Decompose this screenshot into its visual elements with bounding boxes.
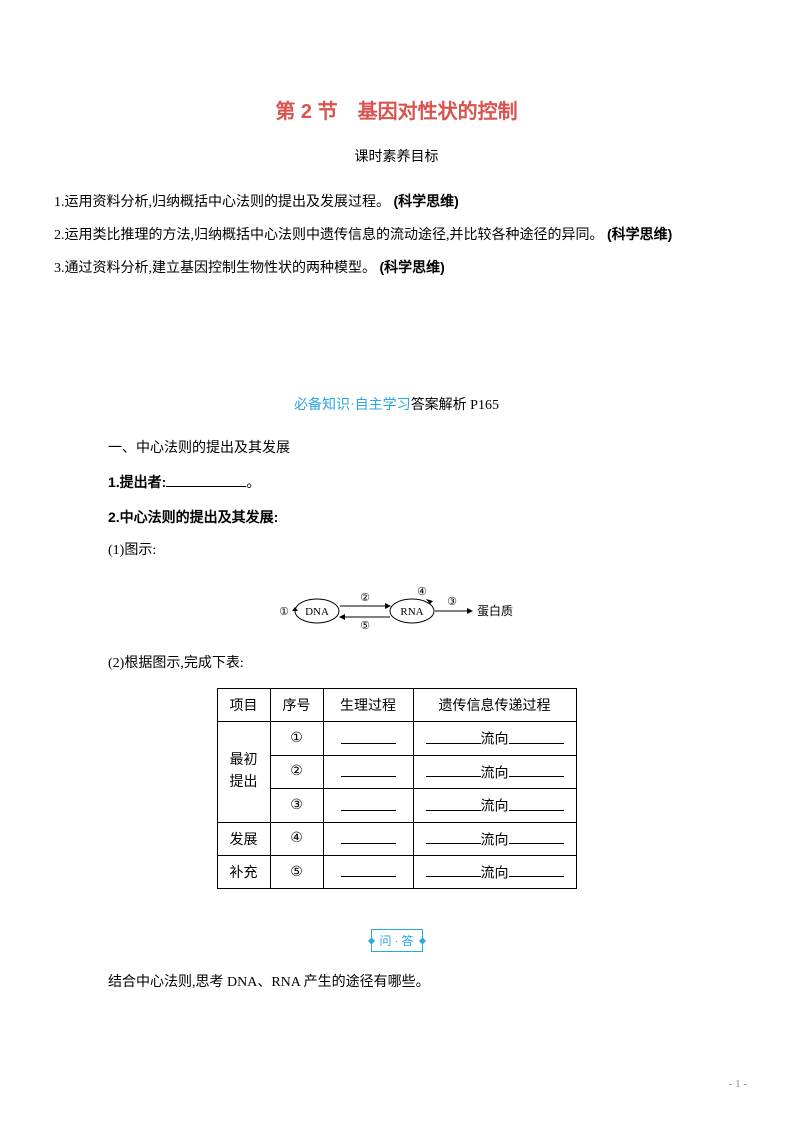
td-num: ③ bbox=[270, 789, 323, 822]
page-number: - 1 - bbox=[729, 1078, 747, 1090]
svg-text:①: ① bbox=[279, 606, 289, 618]
svg-text:③: ③ bbox=[447, 596, 457, 608]
line3: (1)图示: bbox=[108, 534, 739, 568]
td-flow: 流向 bbox=[413, 755, 576, 788]
td-process bbox=[323, 855, 413, 888]
blank-fill bbox=[426, 728, 481, 743]
line2: 2.中心法则的提出及其发展: bbox=[108, 501, 739, 535]
section-label-blue: 必备知识·自主学习 bbox=[294, 398, 411, 413]
flow-word: 流向 bbox=[481, 833, 509, 848]
table-wrap: 项目 序号 生理过程 遗传信息传递过程 最初提出 ① 流向 ② 流向 ③ 流向 … bbox=[54, 688, 739, 889]
table-header-row: 项目 序号 生理过程 遗传信息传递过程 bbox=[217, 689, 576, 722]
td-flow: 流向 bbox=[413, 722, 576, 755]
blank-fill bbox=[426, 762, 481, 777]
section-label: 必备知识·自主学习答案解析 P165 bbox=[54, 394, 739, 414]
diagram-svg: DNA ① ② ⑤ RNA ④ ③ 蛋白质 bbox=[262, 584, 532, 634]
line4: (2)根据图示,完成下表: bbox=[108, 647, 739, 681]
objective-text: 2.运用类比推理的方法,归纳概括中心法则中遗传信息的流动途径,并比较各种途径的异… bbox=[54, 228, 604, 243]
blank-fill bbox=[341, 795, 396, 810]
flow-word: 流向 bbox=[481, 766, 509, 781]
objective-tag: (科学思维) bbox=[394, 193, 459, 209]
blank-fill bbox=[509, 862, 564, 877]
table-row: 补充 ⑤ 流向 bbox=[217, 855, 576, 888]
svg-text:②: ② bbox=[360, 592, 370, 604]
svg-text:⑤: ⑤ bbox=[360, 620, 370, 632]
objective-item: 1.运用资料分析,归纳概括中心法则的提出及发展过程。 (科学思维) bbox=[54, 186, 739, 219]
line1-label: 1.提出者: bbox=[108, 474, 166, 490]
objective-text: 3.通过资料分析,建立基因控制生物性状的两种模型。 bbox=[54, 261, 376, 276]
blank-fill bbox=[509, 829, 564, 844]
td-group2b: 补充 bbox=[217, 855, 270, 888]
qa-question: 结合中心法则,思考 DNA、RNA 产生的途径有哪些。 bbox=[108, 968, 739, 999]
blank-fill bbox=[341, 762, 396, 777]
td-num: ② bbox=[270, 755, 323, 788]
td-process bbox=[323, 722, 413, 755]
td-group1: 最初提出 bbox=[217, 722, 270, 822]
heading-a: 一、中心法则的提出及其发展 bbox=[108, 432, 739, 466]
th-project: 项目 bbox=[217, 689, 270, 722]
td-process bbox=[323, 789, 413, 822]
td-process bbox=[323, 822, 413, 855]
svg-text:蛋白质: 蛋白质 bbox=[477, 603, 513, 618]
objective-item: 3.通过资料分析,建立基因控制生物性状的两种模型。 (科学思维) bbox=[54, 252, 739, 285]
blank-fill bbox=[509, 795, 564, 810]
line1-suffix: 。 bbox=[246, 476, 260, 491]
table-row: 最初提出 ① 流向 bbox=[217, 722, 576, 755]
td-process bbox=[323, 755, 413, 788]
objectives-list: 1.运用资料分析,归纳概括中心法则的提出及发展过程。 (科学思维) 2.运用类比… bbox=[54, 186, 739, 284]
blank-fill bbox=[426, 795, 481, 810]
td-flow: 流向 bbox=[413, 789, 576, 822]
th-process: 生理过程 bbox=[323, 689, 413, 722]
flow-word: 流向 bbox=[481, 866, 509, 881]
svg-text:④: ④ bbox=[417, 586, 427, 598]
blank-fill bbox=[509, 762, 564, 777]
objective-tag: (科学思维) bbox=[607, 226, 672, 242]
svg-text:RNA: RNA bbox=[400, 606, 423, 618]
qa-badge: 问 · 答 bbox=[54, 929, 739, 952]
qa-badge-label: 问 · 答 bbox=[371, 929, 423, 952]
td-flow: 流向 bbox=[413, 855, 576, 888]
blank-fill bbox=[426, 829, 481, 844]
dogma-table: 项目 序号 生理过程 遗传信息传递过程 最初提出 ① 流向 ② 流向 ③ 流向 … bbox=[217, 688, 577, 889]
blank-fill bbox=[341, 728, 396, 743]
page-title: 第 2 节 基因对性状的控制 bbox=[54, 95, 739, 124]
blank-fill bbox=[341, 829, 396, 844]
line4-wrap: (2)根据图示,完成下表: bbox=[108, 647, 739, 681]
blank-fill bbox=[509, 728, 564, 743]
objective-tag: (科学思维) bbox=[380, 259, 445, 275]
flow-word: 流向 bbox=[481, 733, 509, 748]
table-row: ③ 流向 bbox=[217, 789, 576, 822]
flow-word: 流向 bbox=[481, 800, 509, 815]
blank-fill bbox=[166, 472, 246, 487]
blank-fill bbox=[426, 862, 481, 877]
objective-text: 1.运用资料分析,归纳概括中心法则的提出及发展过程。 bbox=[54, 195, 390, 210]
line-proposer: 1.提出者: 。 bbox=[108, 466, 739, 501]
section-label-rest: 答案解析 P165 bbox=[411, 398, 499, 413]
td-num: ⑤ bbox=[270, 855, 323, 888]
table-row: ② 流向 bbox=[217, 755, 576, 788]
td-num: ④ bbox=[270, 822, 323, 855]
th-num: 序号 bbox=[270, 689, 323, 722]
td-num: ① bbox=[270, 722, 323, 755]
svg-text:DNA: DNA bbox=[305, 606, 329, 618]
blank-fill bbox=[341, 862, 396, 877]
objective-item: 2.运用类比推理的方法,归纳概括中心法则中遗传信息的流动途径,并比较各种途径的异… bbox=[54, 219, 739, 252]
th-flow: 遗传信息传递过程 bbox=[413, 689, 576, 722]
td-group2a: 发展 bbox=[217, 822, 270, 855]
central-dogma-diagram: DNA ① ② ⑤ RNA ④ ③ 蛋白质 bbox=[54, 584, 739, 639]
page-subtitle: 课时素养目标 bbox=[54, 146, 739, 166]
table-row: 发展 ④ 流向 bbox=[217, 822, 576, 855]
content-block: 一、中心法则的提出及其发展 1.提出者: 。 2.中心法则的提出及其发展: (1)… bbox=[108, 432, 739, 567]
td-flow: 流向 bbox=[413, 822, 576, 855]
